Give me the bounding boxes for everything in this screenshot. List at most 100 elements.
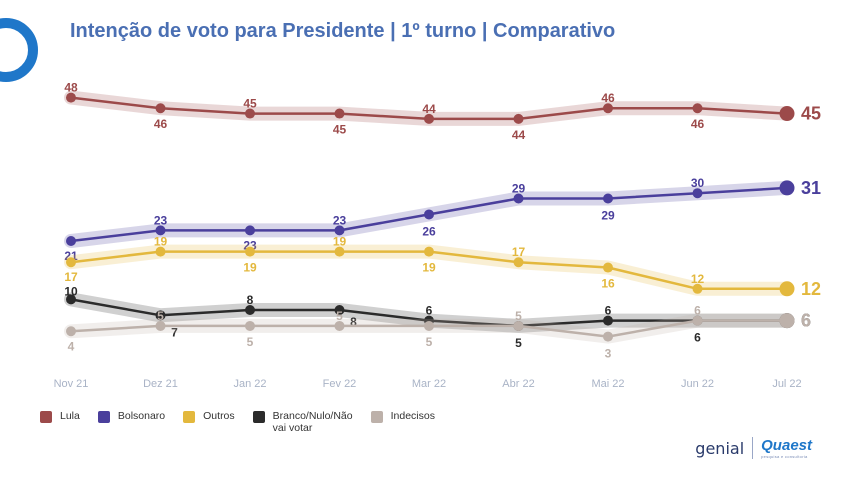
legend-item: Lula (40, 410, 80, 423)
x-tick-label: Mai 22 (591, 378, 624, 390)
data-label: 19 (243, 261, 257, 275)
data-point (424, 209, 434, 220)
data-label: 6 (605, 304, 612, 318)
data-label: 17 (64, 270, 78, 284)
data-label: 23 (333, 213, 347, 227)
data-label: 17 (512, 245, 526, 259)
data-label: 31 (801, 178, 821, 198)
data-point (603, 103, 613, 114)
data-point (155, 246, 166, 257)
data-label: 46 (691, 117, 705, 131)
data-label: 46 (154, 117, 168, 131)
data-point (66, 92, 76, 103)
data-label: 19 (422, 261, 436, 275)
data-label: 10 (64, 284, 78, 298)
data-label: 5 (515, 309, 522, 323)
x-tick-label: Jul 22 (772, 378, 801, 390)
line-chart: Nov 21 Dez 21 Jan 22 Fev 22 Mar 22 Abr 22 Mai … (54, 81, 821, 390)
legend-label: Lula (60, 410, 80, 422)
data-point (603, 262, 613, 273)
data-label: 6 (801, 311, 811, 331)
data-point (245, 225, 255, 236)
data-label: 16 (601, 277, 615, 291)
data-point (155, 103, 166, 114)
data-point (334, 320, 345, 331)
data-label: 5 (426, 335, 433, 349)
data-point (66, 294, 76, 305)
legend-label: Outros (203, 410, 235, 422)
logo-divider (752, 437, 754, 459)
data-point (603, 193, 613, 204)
chart-title: Intenção de voto para Presidente | 1º tu… (70, 20, 616, 42)
data-point (513, 257, 524, 268)
data-label: 5 (515, 336, 522, 350)
x-tick-label: Nov 21 (54, 378, 89, 390)
data-label: 3 (605, 347, 612, 361)
data-label: 6 (694, 331, 701, 345)
data-label: 45 (333, 123, 347, 137)
chart-legend: Lula Bolsonaro Outros Branco/Nulo/Não vai v… (40, 410, 453, 434)
data-label: 19 (333, 235, 347, 249)
data-label: 29 (601, 209, 615, 223)
quaest-logo: Quaest pesquisa e consultoria (761, 437, 812, 459)
legend-swatch (97, 411, 110, 423)
data-label: 19 (154, 235, 168, 249)
data-label: 12 (691, 272, 705, 286)
data-point (603, 331, 613, 342)
legend-swatch (40, 411, 52, 423)
x-tick-label: Mar 22 (412, 378, 446, 390)
legend-swatch (252, 411, 265, 423)
legend-item: Bolsonaro (97, 410, 166, 423)
sponsor-logos: genial Quaest pesquisa e consultoria (695, 437, 812, 459)
data-point (779, 106, 795, 122)
data-point (245, 320, 255, 331)
data-point (334, 305, 345, 316)
legend-swatch (183, 411, 196, 423)
data-point (424, 113, 434, 124)
data-label: 46 (601, 91, 615, 105)
data-point (424, 246, 434, 257)
data-point (513, 113, 524, 124)
legend-item: Outros (183, 410, 235, 423)
data-point (692, 188, 703, 199)
x-tick-label: Jan 22 (233, 378, 266, 390)
data-point (245, 108, 255, 119)
data-label: 8 (350, 315, 357, 329)
legend-label: Bolsonaro (117, 410, 166, 422)
data-point (66, 257, 76, 268)
data-label: 4 (68, 339, 75, 353)
data-point (66, 326, 76, 337)
brand-ring-logo (0, 18, 38, 82)
data-label: 5 (336, 309, 343, 323)
data-label: 23 (154, 213, 168, 227)
data-point (155, 310, 166, 321)
legend-item: Branco/Nulo/Não vai votar (252, 410, 353, 434)
data-point (155, 320, 166, 331)
data-point (155, 225, 166, 236)
data-point (334, 246, 345, 257)
data-label: 26 (422, 224, 436, 238)
genial-logo: genial (695, 438, 745, 458)
legend-label: Branco/Nulo/Não vai votar (272, 410, 353, 434)
data-point (779, 313, 795, 329)
data-point (513, 193, 524, 204)
data-point (66, 235, 76, 246)
data-label: 5 (247, 335, 254, 349)
x-tick-label: Dez 21 (143, 378, 178, 390)
data-label: 48 (64, 81, 78, 95)
data-label: 6 (426, 304, 433, 318)
legend-label: Indecisos (390, 410, 435, 422)
x-tick-label: Fev 22 (323, 378, 357, 390)
data-point (692, 283, 703, 294)
data-label: 8 (247, 293, 254, 307)
legend-item: Indecisos (370, 410, 435, 423)
data-point (603, 315, 613, 326)
legend-swatch (370, 411, 383, 423)
x-tick-label: Jun 22 (681, 378, 714, 390)
data-point (692, 315, 703, 326)
data-label: 6 (801, 311, 811, 331)
data-label: 44 (422, 102, 436, 116)
data-point (424, 320, 434, 331)
data-label: 30 (691, 176, 705, 190)
data-point (692, 103, 703, 114)
